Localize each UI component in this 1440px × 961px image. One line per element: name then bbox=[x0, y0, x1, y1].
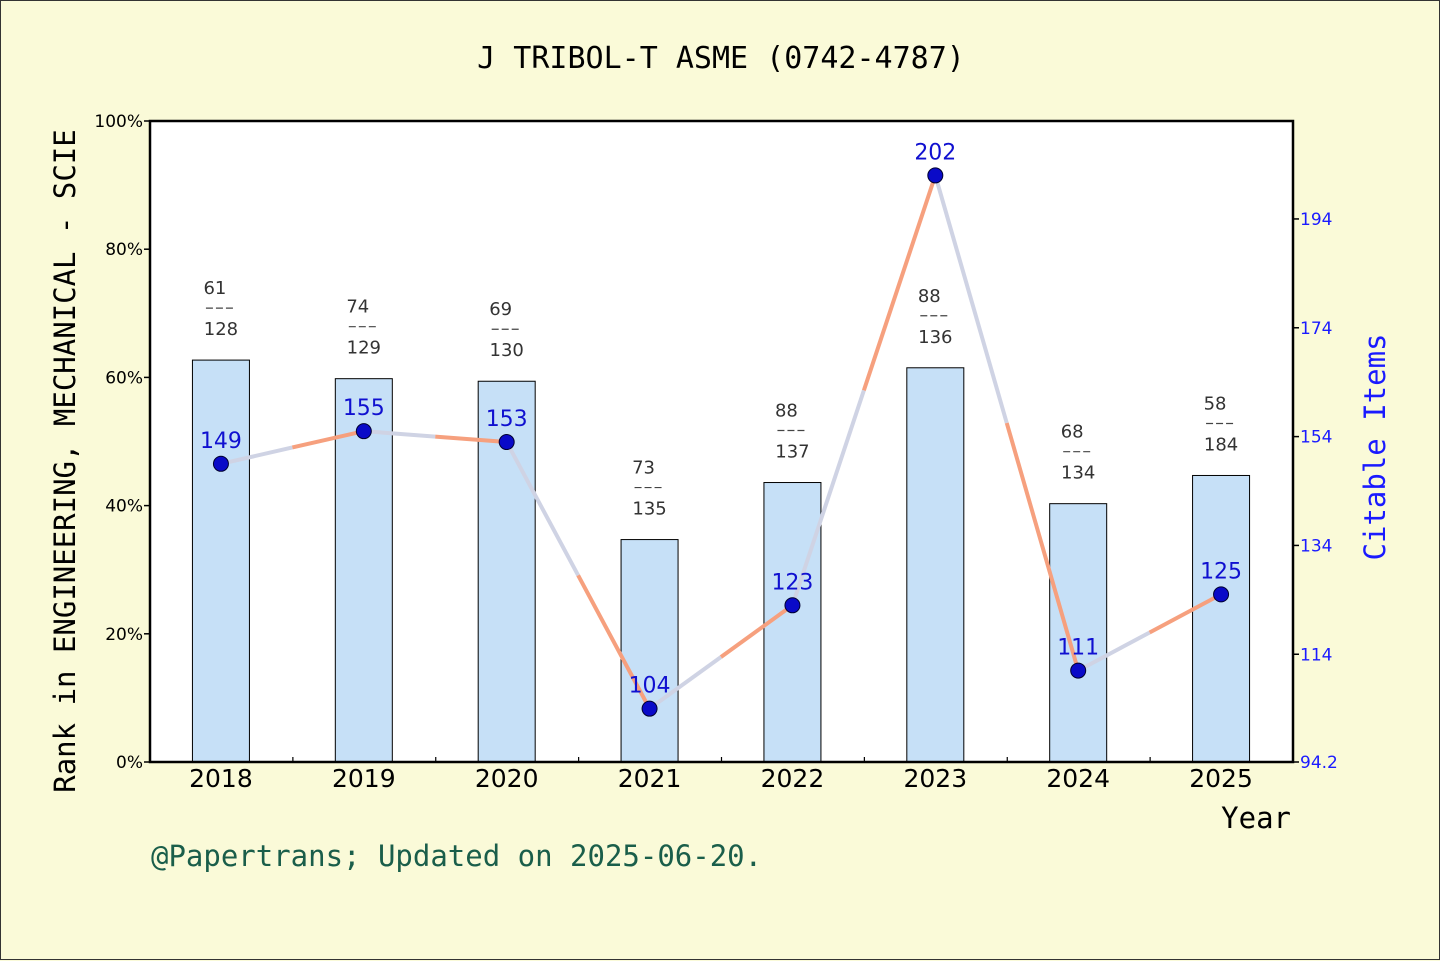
rank-label: 88 bbox=[775, 401, 798, 422]
footer-credit: @Papertrans; Updated on 2025-06-20. bbox=[151, 839, 762, 873]
total-label: 137 bbox=[775, 442, 809, 463]
line-point-2024 bbox=[1070, 662, 1087, 679]
line-segment bbox=[576, 574, 652, 710]
total-label: 130 bbox=[490, 340, 524, 361]
line-segment bbox=[648, 655, 723, 711]
total-label: 184 bbox=[1204, 434, 1238, 455]
line-point-label-2025: 125 bbox=[1200, 559, 1242, 584]
x-tick-label: 2021 bbox=[618, 764, 682, 793]
y2-tick-label: 134 bbox=[1300, 536, 1332, 556]
rank-label: 73 bbox=[632, 458, 655, 479]
line-point-2019 bbox=[355, 423, 372, 440]
line-point-2020 bbox=[498, 434, 515, 451]
line-segment bbox=[291, 429, 365, 450]
rank-label: 88 bbox=[918, 286, 941, 307]
rank-label: 74 bbox=[346, 297, 369, 318]
x-tick-label: 2025 bbox=[1189, 764, 1253, 793]
x-tick-label: 2020 bbox=[475, 764, 539, 793]
line-point-2018 bbox=[212, 455, 229, 472]
bar-group bbox=[191, 359, 1251, 763]
y-tick-label: 20% bbox=[105, 625, 143, 645]
fraction-label-2023: 88 136 bbox=[918, 286, 953, 348]
line-point-label-2022: 123 bbox=[771, 570, 813, 595]
total-label: 136 bbox=[918, 327, 952, 348]
y-tick-label: 80% bbox=[105, 240, 143, 260]
fraction-label-2022: 88 137 bbox=[775, 401, 810, 463]
fraction-labels: 61 128 74 129 69 130 73 135 88 137 88 136 68 134 58 184 bbox=[203, 278, 1238, 519]
fraction-label-2021: 73 135 bbox=[632, 458, 667, 520]
line-point-label-2020: 153 bbox=[486, 407, 528, 432]
rank-label: 58 bbox=[1204, 393, 1227, 414]
y-tick-label: 40% bbox=[105, 497, 143, 517]
y-tick-label: 100% bbox=[94, 112, 143, 132]
total-label: 129 bbox=[347, 338, 381, 359]
y-tick-label: 60% bbox=[105, 368, 143, 388]
line-point-label-2018: 149 bbox=[200, 429, 242, 454]
line-point-label-2024: 111 bbox=[1057, 636, 1099, 661]
bar-2021 bbox=[620, 539, 679, 763]
line-segment bbox=[435, 434, 507, 445]
bar-2024 bbox=[1049, 503, 1108, 763]
fraction-label-2020: 69 130 bbox=[489, 299, 524, 361]
y2-tick-label: 174 bbox=[1300, 319, 1332, 339]
rank-label: 69 bbox=[489, 299, 512, 320]
x-tick-label: 2023 bbox=[904, 764, 968, 793]
line-point-label-2023: 202 bbox=[914, 140, 956, 165]
line-point-2022 bbox=[784, 597, 801, 614]
line-point-label-2019: 155 bbox=[343, 396, 385, 421]
y2-axis-ticks: 94.2 114 134 154 174 194 bbox=[1293, 210, 1338, 773]
line-segment bbox=[363, 429, 436, 439]
line-segment bbox=[1077, 630, 1151, 673]
rank-label: 61 bbox=[203, 278, 226, 299]
bar-2025 bbox=[1192, 474, 1251, 763]
y2-tick-label: 154 bbox=[1300, 428, 1332, 448]
line-segment bbox=[790, 389, 866, 606]
y2-axis-label: Citable Items bbox=[1358, 334, 1392, 561]
fraction-label-2025: 58 184 bbox=[1204, 393, 1239, 455]
total-label: 134 bbox=[1061, 463, 1095, 484]
y-tick-label: 0% bbox=[116, 753, 143, 773]
chart-title: J TRIBOL-T ASME (0742-4787) bbox=[477, 41, 965, 76]
line-segment bbox=[719, 603, 794, 659]
x-tick-label: 2018 bbox=[189, 764, 253, 793]
bar-2022 bbox=[763, 482, 822, 763]
line-point-2025 bbox=[1213, 586, 1230, 603]
x-tick-label: 2022 bbox=[761, 764, 825, 793]
bar-2019 bbox=[334, 378, 393, 763]
line-segment bbox=[861, 174, 938, 391]
y2-tick-label: 114 bbox=[1300, 645, 1332, 665]
y-axis-label: Rank in ENGINEERING, MECHANICAL - SCIE bbox=[48, 129, 82, 792]
line-series-group: 149 155 153 104 123 202 111 125 bbox=[200, 140, 1242, 717]
total-label: 128 bbox=[204, 319, 238, 340]
y2-tick-label: 94.2 bbox=[1300, 753, 1338, 773]
fraction-label-2018: 61 128 bbox=[203, 278, 238, 340]
rank-label: 68 bbox=[1061, 422, 1084, 443]
line-point-2023 bbox=[927, 167, 944, 184]
line-segment bbox=[220, 445, 293, 466]
fraction-label-2024: 68 134 bbox=[1061, 422, 1096, 484]
x-axis-label: Year bbox=[1221, 801, 1291, 835]
fraction-label-2019: 74 129 bbox=[346, 297, 381, 359]
bar-2018 bbox=[191, 359, 250, 763]
line-segment bbox=[504, 441, 580, 577]
total-label: 135 bbox=[632, 499, 666, 520]
line-point-label-2021: 104 bbox=[629, 674, 671, 699]
line-segment bbox=[933, 174, 1009, 424]
line-point-2021 bbox=[641, 700, 658, 717]
bar-2023 bbox=[906, 367, 965, 763]
x-tick-label: 2019 bbox=[332, 764, 396, 793]
y2-tick-label: 194 bbox=[1300, 210, 1332, 230]
line-segment bbox=[1148, 592, 1223, 635]
line-segment bbox=[1004, 422, 1081, 672]
x-axis-ticks: 2018 2019 2020 2021 2022 2023 2024 2025 bbox=[189, 757, 1253, 793]
x-tick-label: 2024 bbox=[1046, 764, 1110, 793]
y-axis-ticks: 0% 20% 40% 60% 80% 100% bbox=[94, 112, 150, 773]
